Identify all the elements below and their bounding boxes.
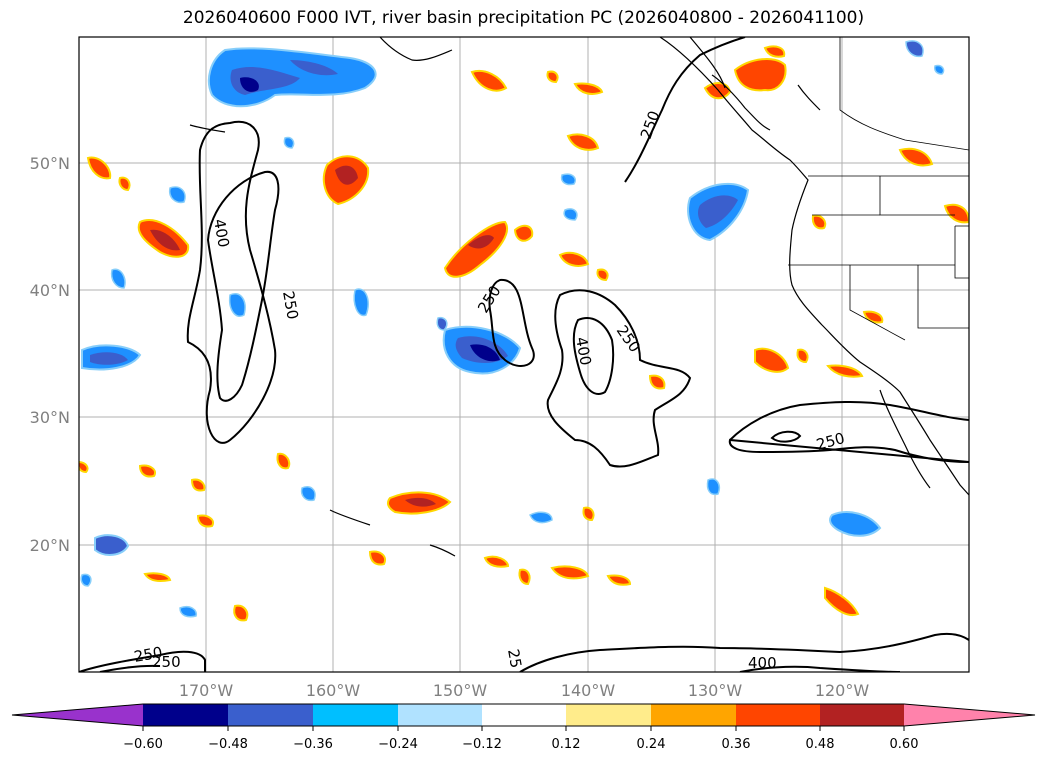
latitude-labels: 50°N 40°N 30°N 20°N bbox=[30, 154, 70, 555]
contour-label: 400 bbox=[210, 218, 233, 249]
colorbar-segment bbox=[143, 704, 228, 726]
negative-anomaly-blobs bbox=[80, 40, 945, 618]
longitude-label: 130°W bbox=[688, 681, 743, 700]
colorbar-segment bbox=[820, 704, 904, 726]
colorbar-segment bbox=[482, 704, 566, 726]
colorbar-tick-label: −0.12 bbox=[462, 737, 502, 752]
contour-label: 250 bbox=[133, 643, 164, 666]
precip-anomaly-blobs bbox=[79, 40, 969, 622]
latitude-label: 40°N bbox=[30, 281, 70, 300]
latitude-label: 50°N bbox=[30, 154, 70, 173]
borders bbox=[788, 37, 969, 341]
contour-label: 250 bbox=[279, 290, 302, 321]
longitude-label: 160°W bbox=[306, 681, 361, 700]
map-frame bbox=[78, 36, 970, 673]
colorbar-tick-label: 0.12 bbox=[552, 737, 581, 752]
ivt-contours bbox=[79, 37, 969, 672]
contour-label: 400 bbox=[748, 654, 777, 672]
map-background bbox=[79, 37, 969, 672]
colorbar-tick-label: 0.24 bbox=[637, 737, 666, 752]
colorbar-tick-label: 0.36 bbox=[722, 737, 751, 752]
colorbar-tick-label: −0.24 bbox=[378, 737, 418, 752]
colorbar-extend-high bbox=[904, 704, 1035, 726]
colorbar-segment bbox=[398, 704, 482, 726]
graticule bbox=[79, 37, 969, 672]
colorbar-tick-label: 0.48 bbox=[806, 737, 835, 752]
colorbar: −0.60 −0.48 −0.36 −0.24 −0.12 0.12 0.24 … bbox=[11, 703, 1036, 752]
longitude-label: 150°W bbox=[433, 681, 488, 700]
latitude-label: 20°N bbox=[30, 536, 70, 555]
colorbar-tick-label: 0.60 bbox=[890, 737, 919, 752]
latitude-label: 30°N bbox=[30, 408, 70, 427]
colorbar-tick-label: −0.60 bbox=[123, 737, 163, 752]
contour-label: 25 bbox=[504, 648, 525, 670]
colorbar-ticks bbox=[142, 726, 905, 731]
colorbar-segment bbox=[313, 704, 398, 726]
colorbar-tick-label: −0.36 bbox=[293, 737, 333, 752]
colorbar-segment bbox=[566, 704, 651, 726]
longitude-labels: 170°W 160°W 150°W 140°W 130°W 120°W bbox=[179, 681, 870, 700]
contour-label: 400 bbox=[572, 336, 595, 367]
map-title: 2026040600 F000 IVT, river basin precipi… bbox=[182, 8, 865, 28]
contour-label: 250 bbox=[152, 653, 181, 671]
coastlines bbox=[189, 37, 969, 557]
positive-anomaly-blobs bbox=[79, 45, 969, 622]
longitude-label: 170°W bbox=[179, 681, 234, 700]
longitude-label: 140°W bbox=[561, 681, 616, 700]
colorbar-segment bbox=[736, 704, 820, 726]
colorbar-segment bbox=[228, 704, 313, 726]
longitude-label: 120°W bbox=[815, 681, 870, 700]
colorbar-segment bbox=[651, 704, 736, 726]
colorbar-tick-label: −0.48 bbox=[208, 737, 248, 752]
colorbar-extend-low bbox=[12, 704, 143, 726]
